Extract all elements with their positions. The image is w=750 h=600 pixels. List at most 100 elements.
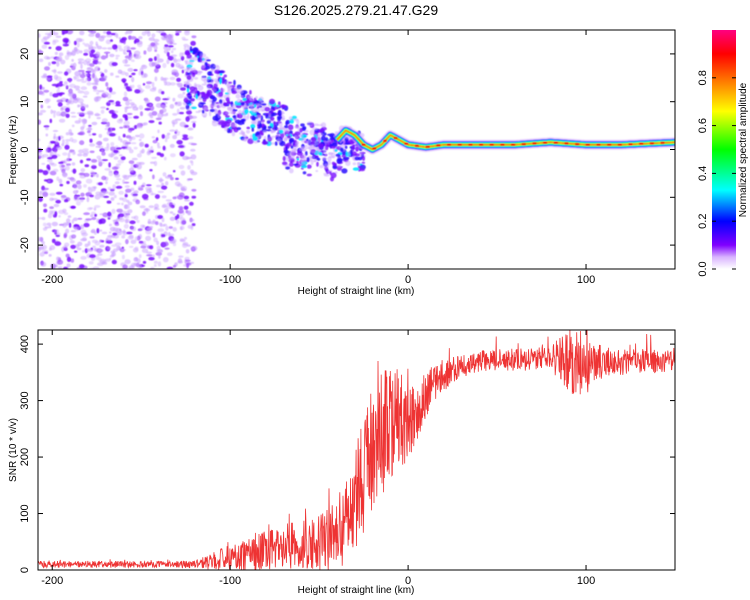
spectrogram-noise-cell bbox=[161, 234, 166, 238]
spectrogram-signal-cell bbox=[314, 155, 319, 158]
spectrogram-signal-cell bbox=[248, 103, 254, 108]
spectrogram-noise-cell bbox=[103, 147, 110, 151]
spectrogram-noise-cell bbox=[125, 72, 129, 77]
spectrogram-signal-cell bbox=[254, 119, 261, 125]
spectrogram-signal-cell bbox=[336, 164, 342, 168]
spectrogram-signal-cell bbox=[337, 158, 343, 162]
spectrogram-noise-cell bbox=[170, 54, 178, 57]
spectrogram-noise-cell bbox=[42, 187, 49, 191]
spectrogram-noise-cell bbox=[114, 242, 122, 246]
spectrogram-signal-cell bbox=[319, 165, 324, 169]
spectrogram-signal-cell bbox=[270, 116, 275, 121]
spectrogram-noise-cell bbox=[38, 155, 42, 159]
spectrogram-noise-cell bbox=[47, 156, 53, 160]
spectrogram-signal-cell bbox=[293, 118, 299, 122]
spectrogram-signal-cell bbox=[294, 125, 300, 129]
spectrogram-noise-cell bbox=[176, 108, 180, 114]
spectrogram-noise-cell bbox=[48, 210, 54, 215]
spectrogram-signal-cell bbox=[293, 163, 299, 166]
spectrogram-noise-cell bbox=[136, 107, 139, 111]
spectrogram-noise-cell bbox=[149, 245, 154, 250]
spectrogram-noise-cell bbox=[111, 259, 117, 265]
spectrogram-noise-cell bbox=[128, 234, 134, 239]
spectrogram-noise-cell bbox=[138, 241, 144, 245]
spectrogram-noise-cell bbox=[39, 109, 47, 113]
spectrogram-noise-cell bbox=[190, 160, 194, 166]
spectrogram-noise-cell bbox=[162, 62, 167, 69]
spectrogram-noise-cell bbox=[133, 180, 137, 185]
spectrogram-signal-cell bbox=[327, 156, 332, 162]
colorbar: 0.0 0.2 0.4 0.6 0.8 Normalized spectral ampl… bbox=[697, 30, 749, 277]
spectrogram-noise-cell bbox=[143, 50, 147, 55]
spectrogram-noise-cell bbox=[172, 56, 177, 61]
spectrogram-noise-cell bbox=[138, 36, 143, 40]
spectrogram-noise-cell bbox=[116, 119, 123, 124]
spectrogram-noise-cell bbox=[134, 38, 140, 43]
spectrogram-noise-cell bbox=[97, 67, 101, 71]
spectrogram-y-tick-label: 0 bbox=[19, 146, 31, 152]
spectrogram-noise-cell bbox=[65, 141, 69, 146]
spectrogram-noise-cell bbox=[60, 107, 64, 112]
spectrogram-noise-cell bbox=[135, 257, 138, 262]
spectrogram-noise-cell bbox=[151, 82, 155, 87]
spectrogram-peak-cell bbox=[500, 143, 505, 146]
spectrogram-signal-cell bbox=[213, 64, 219, 68]
spectrogram-noise-cell bbox=[117, 216, 123, 221]
spectrogram-signal-cell bbox=[225, 97, 230, 102]
spectrogram-noise-cell bbox=[108, 170, 113, 173]
spectrogram-noise-cell bbox=[187, 165, 191, 170]
spectrogram-noise-cell bbox=[161, 217, 165, 223]
spectrogram-peak-cell bbox=[361, 143, 366, 146]
spectrogram-signal-cell bbox=[221, 76, 226, 83]
spectrogram-noise-cell bbox=[146, 188, 152, 194]
spectrogram-noise-cell bbox=[44, 66, 50, 71]
spectrogram-signal-cell bbox=[255, 114, 262, 120]
spectrogram-noise-cell bbox=[162, 172, 167, 177]
spectrogram-signal-cell bbox=[214, 108, 217, 115]
spectrogram-signal-cell bbox=[279, 132, 285, 139]
spectrogram-noise-cell bbox=[88, 33, 95, 37]
spectrogram-noise-cell bbox=[81, 118, 88, 125]
spectrogram-noise-cell bbox=[118, 48, 124, 52]
spectrogram-noise-cell bbox=[92, 164, 95, 167]
spectrogram-signal-cell bbox=[312, 127, 318, 131]
spectrogram-peak-cell bbox=[521, 142, 526, 146]
spectrogram-signal-cell bbox=[352, 162, 357, 166]
spectrogram-noise-cell bbox=[41, 216, 46, 221]
spectrogram-noise-cell bbox=[56, 61, 60, 67]
spectrogram-noise-cell bbox=[165, 181, 169, 186]
spectrogram-noise-cell bbox=[71, 115, 77, 118]
spectrogram-noise-cell bbox=[48, 62, 51, 66]
spectrogram-noise-cell bbox=[139, 67, 144, 73]
spectrogram-noise-cell bbox=[75, 180, 82, 185]
spectrogram-noise-cell bbox=[150, 161, 155, 164]
spectrogram-noise-cell bbox=[123, 40, 126, 45]
spectrogram-noise-cell bbox=[153, 160, 158, 167]
spectrogram-noise-cell bbox=[153, 207, 160, 211]
spectrogram-noise-cell bbox=[45, 148, 49, 153]
spectrogram-signal-cell bbox=[330, 172, 337, 179]
colorbar-tick-label: 0.2 bbox=[697, 214, 709, 229]
spectrogram-noise-cell bbox=[183, 236, 188, 240]
spectrogram-noise-cell bbox=[113, 149, 119, 154]
spectrogram-signal-cell bbox=[306, 121, 314, 127]
spectrogram-noise-cell bbox=[168, 231, 171, 237]
spectrogram-signal-cell bbox=[309, 156, 315, 159]
spectrogram-noise-cell bbox=[92, 266, 100, 269]
spectrogram-noise-cell bbox=[84, 164, 90, 168]
spectrogram-signal-cell bbox=[283, 149, 290, 154]
spectrogram-noise-cell bbox=[156, 184, 161, 188]
spectrogram-noise-cell bbox=[49, 245, 56, 251]
spectrogram-noise-cell bbox=[99, 244, 105, 248]
spectrogram-noise-cell bbox=[95, 32, 101, 39]
spectrogram-noise-cell bbox=[149, 112, 152, 117]
spectrogram-noise-cell bbox=[54, 51, 58, 56]
spectrogram-noise-cell bbox=[82, 95, 88, 98]
spectrogram-noise-cell bbox=[114, 222, 120, 226]
spectrogram-signal-cell bbox=[325, 137, 329, 142]
spectrogram-signal-cell bbox=[349, 149, 353, 156]
colorbar-gradient bbox=[712, 30, 736, 269]
spectrogram-signal-cell bbox=[236, 127, 242, 131]
spectrogram-noise-cell bbox=[98, 145, 104, 149]
